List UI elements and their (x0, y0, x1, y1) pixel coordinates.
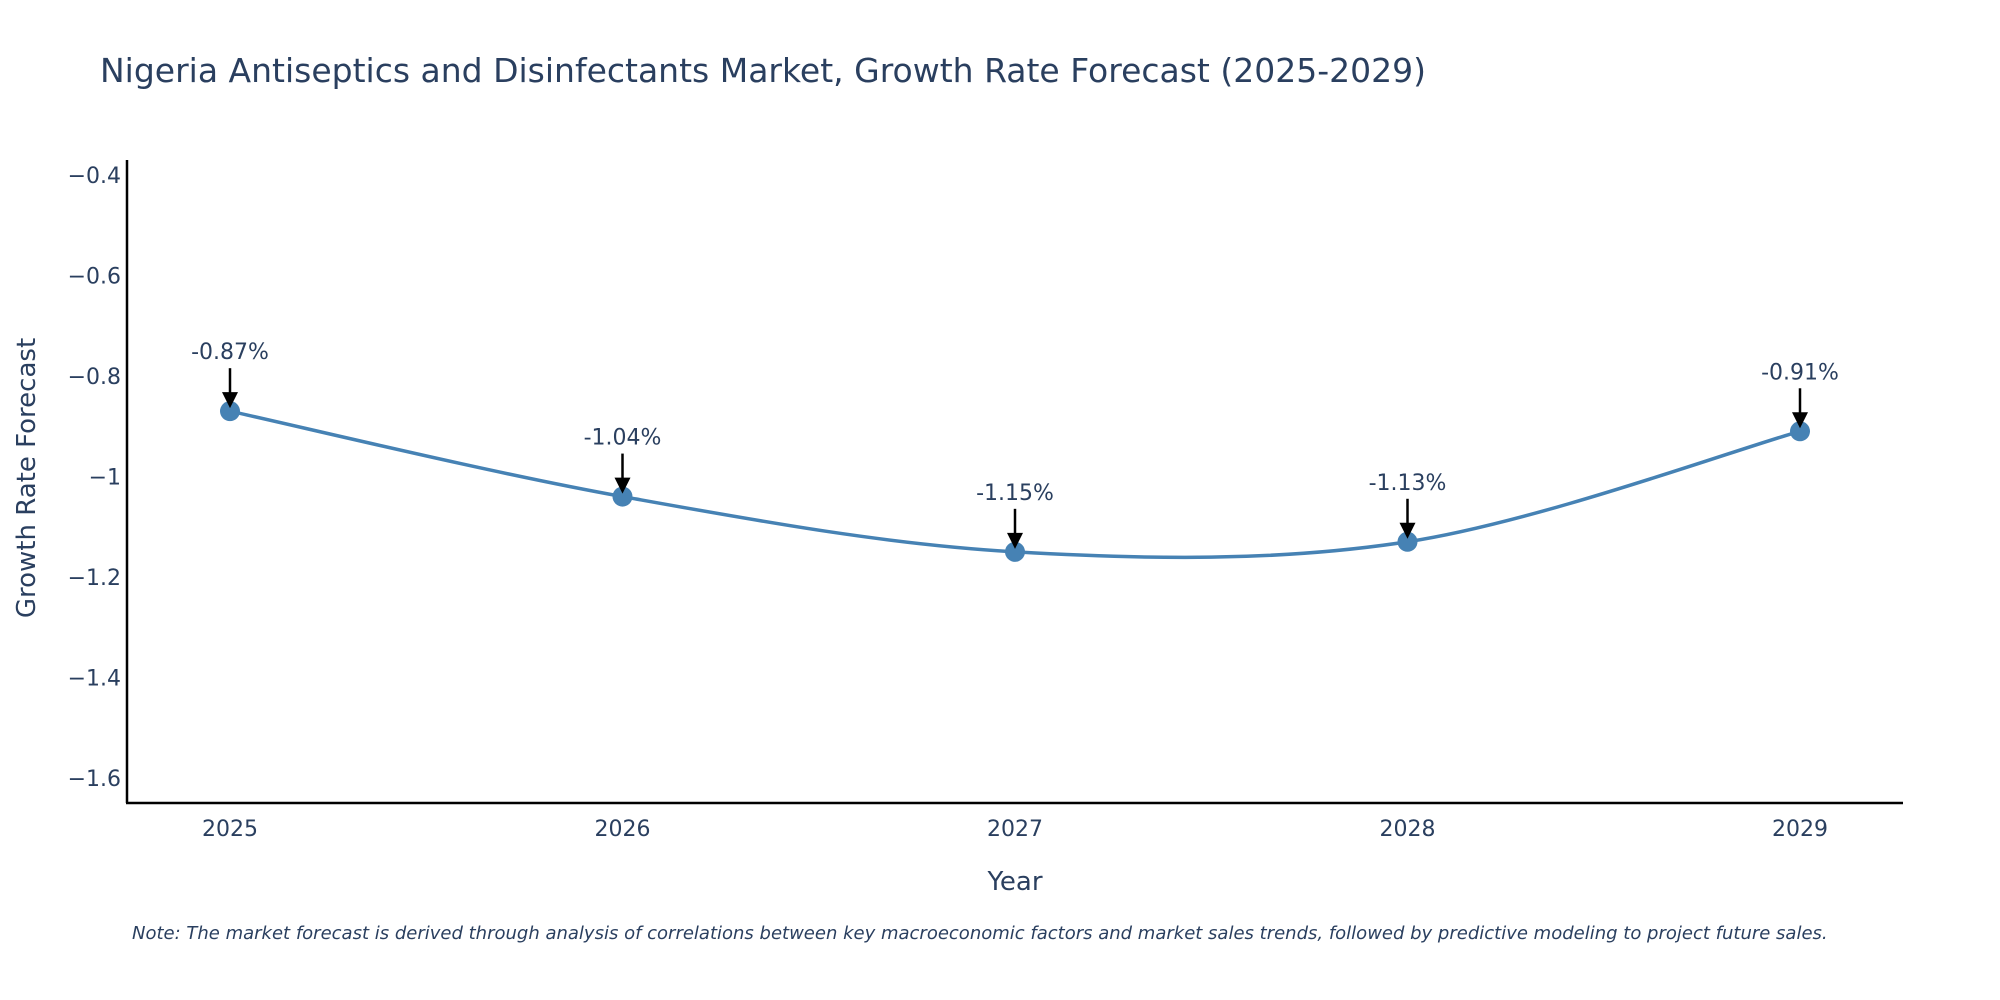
plot-area: −0.4−0.6−0.8−1−1.2−1.4−1.6 2025 2026 2027 2… (68, 160, 1903, 842)
data-label: -1.13% (1369, 471, 1447, 496)
data-label: -0.91% (1761, 360, 1839, 385)
x-tick-label: 2026 (595, 817, 651, 842)
x-axis-title: Year (986, 867, 1042, 897)
x-tick-label: 2028 (1380, 817, 1436, 842)
y-axis-ticks: −0.4 −0.6 −0.8 −1 −1.2 −1.4 −1.6 (68, 164, 121, 792)
y-tick-label: −1.6 (68, 767, 121, 792)
data-point-marker (612, 486, 633, 507)
y-tick-label: −1 (89, 465, 121, 490)
data-point-marker (1790, 421, 1810, 442)
annotation-arrow-head (1792, 412, 1808, 429)
data-label: -1.04% (584, 426, 662, 451)
chart-title: Nigeria Antiseptics and Disinfectants Ma… (100, 51, 1426, 90)
data-label-annotations: -0.87% -1.04% -1.15% -1.13% -0.91% (191, 340, 1839, 549)
x-tick-label: 2027 (987, 817, 1043, 842)
series-markers (220, 401, 1810, 562)
annotation-arrow-head (1399, 522, 1416, 539)
x-axis-ticks: 2025 2026 2027 2028 2029 (202, 817, 1828, 842)
data-label: -1.15% (976, 481, 1054, 506)
annotation-arrow-head (614, 477, 631, 494)
data-point-marker (1005, 541, 1025, 562)
y-tick-label: −1.2 (68, 566, 121, 591)
data-label: -0.87% (191, 340, 269, 365)
x-tick-label: 2029 (1772, 817, 1828, 842)
footnote: Note: The market forecast is derived thr… (132, 923, 1828, 944)
annotation-arrow-head (1007, 532, 1023, 549)
data-point-marker (1397, 531, 1418, 552)
y-tick-label: −0.6 (68, 265, 121, 290)
x-tick-label: 2025 (202, 817, 258, 842)
annotation-arrow-head (222, 392, 238, 409)
data-point-marker (220, 401, 240, 422)
y-tick-label: −1.4 (68, 666, 121, 691)
y-tick-label: −0.8 (68, 365, 121, 390)
y-axis-title: Growth Rate Forecast (12, 338, 42, 618)
y-tick-label: −0.4 (68, 164, 121, 189)
